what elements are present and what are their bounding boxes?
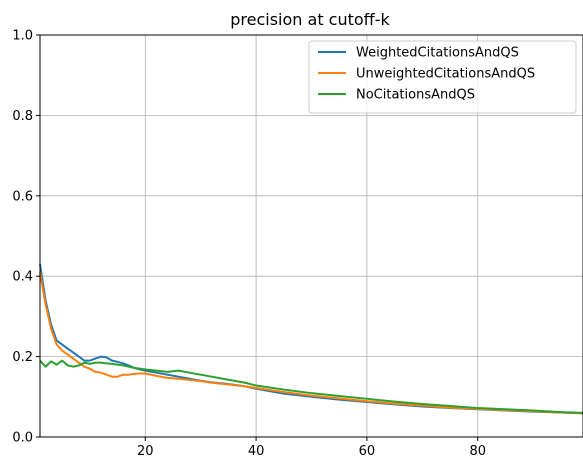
- y-tick-label: 0.2: [12, 350, 33, 365]
- x-tick-label: 80: [469, 444, 486, 459]
- y-tick-label: 1.0: [12, 29, 33, 44]
- legend-label: UnweightedCitationsAndQS: [356, 67, 535, 82]
- legend: WeightedCitationsAndQS UnweightedCitation…: [308, 40, 577, 114]
- y-tick-label: 0.0: [12, 431, 33, 446]
- y-tick-label: 0.6: [12, 189, 33, 204]
- axis-ticks: 20 40 60 80 0.0 0.2 0.4 0.6 0.8 1.0: [12, 29, 486, 459]
- legend-items: WeightedCitationsAndQS UnweightedCitation…: [318, 46, 535, 103]
- series-line-UnweightedCitationsAndQS: [39, 272, 583, 415]
- legend-box: [308, 40, 577, 114]
- legend-label: WeightedCitationsAndQS: [356, 46, 519, 61]
- legend-label: NoCitationsAndQS: [356, 88, 475, 103]
- x-tick-label: 60: [359, 444, 376, 459]
- axes-frame: [39, 34, 583, 438]
- series-line-NoCitationsAndQS: [39, 359, 583, 414]
- series-lines: [39, 263, 583, 415]
- x-tick-label: 40: [248, 444, 265, 459]
- series-line-WeightedCitationsAndQS: [39, 263, 583, 415]
- x-tick-label: 20: [137, 444, 154, 459]
- chart-title: precision at cutoff-k: [230, 10, 390, 29]
- y-tick-label: 0.8: [12, 109, 33, 124]
- y-tick-label: 0.4: [12, 270, 33, 285]
